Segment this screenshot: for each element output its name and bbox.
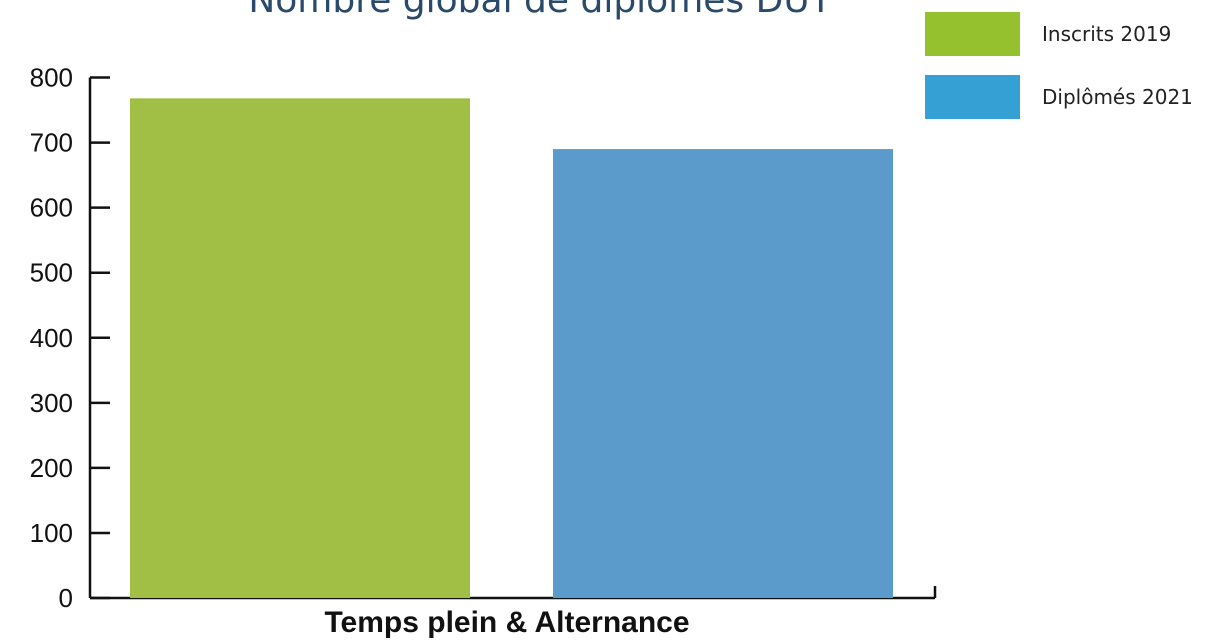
- y-tick-label: 600: [30, 193, 73, 223]
- y-tick-label: 300: [30, 388, 73, 418]
- chart-title: Nombre global de diplômes DUT: [248, 0, 832, 21]
- bar-inscrits-2019: [130, 98, 470, 598]
- x-category-label: Temps plein & Alternance: [324, 606, 689, 639]
- bar-diplomes-2021: [553, 149, 893, 598]
- legend-label: Inscrits 2019: [1042, 22, 1171, 46]
- legend-swatch: [925, 75, 1020, 119]
- y-tick-label: 200: [30, 453, 73, 483]
- y-tick-label: 500: [30, 258, 73, 288]
- legend: Inscrits 2019 Diplômés 2021: [925, 12, 1193, 119]
- legend-label: Diplômés 2021: [1042, 85, 1193, 109]
- axes: 0 100 200 300 400 500 600 700 800 Temps plein & A…: [30, 63, 937, 639]
- legend-swatch: [925, 12, 1020, 56]
- y-tick-label: 800: [30, 63, 73, 93]
- y-tick-label: 100: [30, 518, 73, 548]
- y-tick-label: 400: [30, 323, 73, 353]
- y-tick-label: 700: [30, 128, 73, 158]
- y-tick-label: 0: [59, 583, 73, 613]
- bars: [130, 98, 893, 598]
